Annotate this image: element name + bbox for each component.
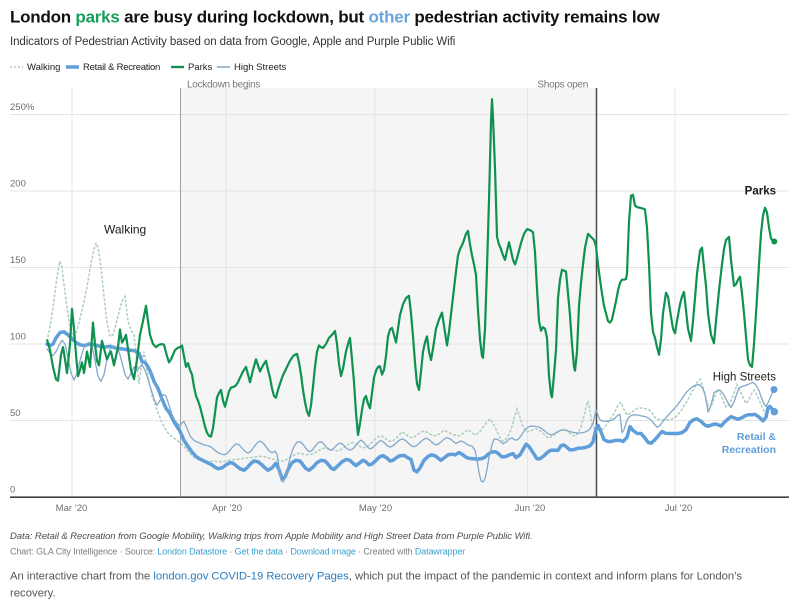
svg-text:150: 150 (10, 255, 26, 266)
svg-text:250%: 250% (10, 102, 35, 113)
svg-text:Walking: Walking (27, 62, 60, 73)
svg-text:Retail &: Retail & (737, 431, 777, 443)
svg-text:Shops open: Shops open (537, 80, 588, 91)
svg-text:0: 0 (10, 485, 15, 496)
svg-text:High Streets: High Streets (234, 62, 287, 73)
svg-text:Parks: Parks (745, 186, 776, 198)
svg-text:100: 100 (10, 332, 26, 343)
svg-text:Data: Retail & Recreation from: Data: Retail & Recreation from Google Mo… (10, 531, 533, 542)
svg-text:Walking: Walking (104, 223, 146, 237)
svg-text:Parks: Parks (188, 62, 213, 73)
svg-text:Retail & Recreation: Retail & Recreation (83, 62, 160, 73)
svg-text:recovery.: recovery. (10, 588, 56, 600)
svg-text:Recreation: Recreation (722, 444, 776, 456)
svg-text:An interactive chart from the: An interactive chart from the london.gov… (10, 571, 742, 583)
svg-text:Mar ’20: Mar ’20 (56, 503, 88, 514)
svg-text:Chart: GLA City Intelligence ·: Chart: GLA City Intelligence · Source: L… (10, 547, 465, 557)
svg-text:Jun ’20: Jun ’20 (515, 503, 546, 514)
svg-text:50: 50 (10, 408, 21, 419)
svg-text:200: 200 (10, 179, 26, 190)
svg-text:High Streets: High Streets (713, 372, 777, 384)
svg-text:Jul ’20: Jul ’20 (665, 503, 692, 514)
svg-text:May ’20: May ’20 (359, 503, 392, 514)
svg-text:Apr ’20: Apr ’20 (212, 503, 242, 514)
svg-text:Lockdown begins: Lockdown begins (187, 80, 260, 91)
svg-text:London parks are busy during l: London parks are busy during lockdown, b… (10, 8, 660, 27)
svg-text:Indicators of Pedestrian Activ: Indicators of Pedestrian Activity based … (10, 36, 455, 48)
